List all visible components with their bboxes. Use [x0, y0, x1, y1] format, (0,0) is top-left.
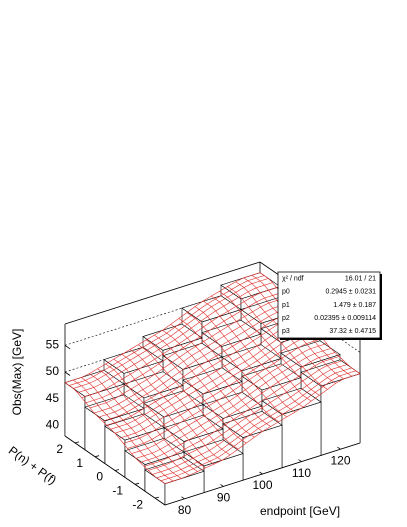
y-tick [114, 469, 120, 471]
z-tick-label: 40 [46, 418, 60, 432]
z-tick-label: 50 [46, 364, 60, 378]
y-axis-title: P(n) + P(f) [6, 443, 59, 487]
surface-line [73, 278, 269, 389]
z-tick [64, 345, 71, 350]
y-tick [134, 482, 140, 485]
x-tick-label: 110 [292, 466, 311, 480]
z-tick [64, 371, 71, 376]
bar-top [84, 394, 145, 422]
frame [64, 261, 261, 325]
y-tick [94, 455, 100, 458]
surface-line [81, 287, 277, 399]
bar-top [104, 413, 165, 441]
stats-value: 0.02395 ± 0.009114 [314, 315, 376, 322]
bar-top [201, 319, 262, 347]
surface-line [64, 272, 261, 383]
y-tick-label: 0 [96, 470, 103, 484]
y-tick [74, 441, 80, 444]
bar-top [123, 371, 184, 399]
bar-front [320, 373, 361, 456]
y-tick-label: -2 [132, 497, 143, 511]
bar-top [163, 414, 224, 442]
stats-value: 37.32 ± 0.4715 [329, 328, 376, 335]
x-tick-label: 120 [330, 453, 350, 467]
y-tick [154, 496, 160, 499]
surface-line [69, 275, 265, 386]
x-tick [259, 471, 263, 475]
stats-value: 1.479 ± 0.187 [333, 302, 376, 309]
bar-top [183, 439, 244, 467]
x-tick-label: 80 [178, 503, 192, 517]
z-tick-label: 45 [46, 391, 60, 405]
z-tick-label: 55 [46, 338, 60, 352]
stats-value: 16.01 / 21 [345, 275, 376, 282]
y-tick-label: -1 [112, 483, 123, 497]
z-axis-title: Obs(Max) [GeV] [10, 329, 24, 416]
bar-top [261, 387, 322, 415]
stats-label: p0 [282, 289, 290, 296]
bar-top [241, 363, 302, 391]
stats-label: χ² / ndf [282, 275, 304, 282]
y-tick-label: 1 [76, 456, 83, 470]
x-tick-label: 90 [217, 491, 231, 505]
x-tick-label: 100 [252, 478, 272, 492]
stats-label: p1 [282, 302, 290, 309]
stats-box [277, 271, 381, 339]
x-tick [337, 446, 341, 450]
bar-top [280, 340, 341, 368]
x-tick [220, 484, 224, 487]
x-tick [298, 459, 302, 462]
x-tick [181, 496, 185, 500]
y-tick-label: 2 [56, 442, 63, 456]
stats-label: p2 [282, 315, 290, 322]
stats-label: p3 [282, 328, 290, 335]
stats-value: 0.2945 ± 0.0231 [325, 289, 376, 296]
x-axis-title: endpoint [GeV] [260, 504, 340, 518]
surface-line [77, 282, 273, 393]
